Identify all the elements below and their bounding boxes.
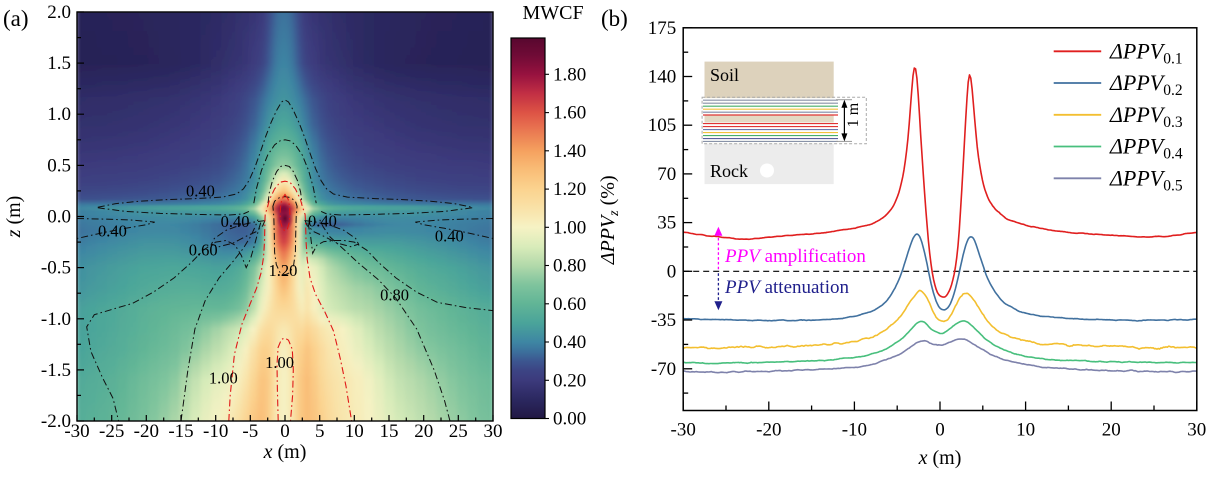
svg-text:0.00: 0.00 — [553, 409, 586, 430]
svg-text:1 m: 1 m — [845, 102, 862, 127]
svg-text:-70: -70 — [651, 359, 676, 380]
svg-text:175: 175 — [648, 18, 677, 39]
svg-text:0.60: 0.60 — [189, 241, 218, 260]
svg-text:0.40: 0.40 — [186, 181, 215, 200]
svg-text:0: 0 — [667, 261, 677, 282]
svg-text:Soil: Soil — [710, 65, 739, 85]
svg-text:30: 30 — [1187, 420, 1206, 441]
svg-text:z (m): z (m) — [3, 196, 25, 239]
svg-text:MWCF: MWCF — [522, 2, 583, 24]
svg-text:1.00: 1.00 — [209, 369, 238, 388]
svg-text:1.00: 1.00 — [265, 353, 294, 372]
svg-text:10: 10 — [345, 421, 364, 442]
svg-text:x (m): x (m) — [263, 441, 307, 463]
svg-text:-15: -15 — [168, 421, 193, 442]
svg-text:-0.5: -0.5 — [41, 258, 71, 279]
svg-text:-2.0: -2.0 — [41, 411, 71, 432]
svg-text:25: 25 — [449, 421, 468, 442]
svg-text:15: 15 — [380, 421, 399, 442]
svg-text:1.20: 1.20 — [268, 261, 297, 280]
svg-text:5: 5 — [315, 421, 325, 442]
svg-text:140: 140 — [648, 67, 677, 88]
svg-text:2.0: 2.0 — [47, 2, 71, 23]
svg-text:-30: -30 — [64, 421, 89, 442]
svg-text:-1.0: -1.0 — [41, 309, 71, 330]
svg-text:PPV amplification: PPV amplification — [724, 246, 866, 267]
svg-text:1.0: 1.0 — [47, 104, 71, 125]
svg-text:0.60: 0.60 — [553, 294, 586, 315]
svg-text:0.40: 0.40 — [308, 212, 337, 231]
svg-text:-25: -25 — [99, 421, 124, 442]
svg-text:-35: -35 — [651, 310, 676, 331]
svg-text:-1.5: -1.5 — [41, 360, 71, 381]
svg-text:105: 105 — [648, 115, 677, 136]
svg-text:0.40: 0.40 — [553, 332, 586, 353]
svg-text:0.40: 0.40 — [221, 212, 250, 231]
svg-text:-20: -20 — [134, 421, 159, 442]
svg-text:PPV attenuation: PPV attenuation — [724, 277, 849, 298]
svg-text:-10: -10 — [203, 421, 228, 442]
svg-text:35: 35 — [657, 213, 676, 234]
svg-text:0.40: 0.40 — [98, 221, 127, 240]
svg-text:Rock: Rock — [710, 161, 748, 181]
svg-text:0.0: 0.0 — [47, 207, 71, 228]
svg-text:-30: -30 — [671, 420, 696, 441]
svg-text:-5: -5 — [242, 421, 258, 442]
svg-text:1.40: 1.40 — [553, 141, 586, 162]
svg-text:ΔPPVz (%): ΔPPVz (%) — [597, 175, 622, 265]
svg-text:1.20: 1.20 — [553, 179, 586, 200]
svg-text:0: 0 — [935, 420, 945, 441]
svg-text:(a): (a) — [3, 6, 29, 31]
svg-text:x (m): x (m) — [918, 447, 962, 469]
svg-text:70: 70 — [657, 164, 676, 185]
svg-text:-20: -20 — [756, 420, 781, 441]
svg-text:30: 30 — [484, 421, 503, 442]
svg-text:1.80: 1.80 — [553, 64, 586, 85]
svg-text:10: 10 — [1016, 420, 1035, 441]
svg-text:-10: -10 — [842, 420, 867, 441]
svg-text:20: 20 — [1102, 420, 1121, 441]
svg-text:0.80: 0.80 — [380, 286, 409, 305]
svg-text:20: 20 — [414, 421, 433, 442]
svg-text:0: 0 — [280, 421, 290, 442]
svg-text:0.5: 0.5 — [47, 155, 71, 176]
svg-text:(b): (b) — [601, 6, 628, 31]
svg-text:1.00: 1.00 — [553, 217, 586, 238]
svg-text:0.20: 0.20 — [553, 370, 586, 391]
svg-text:0.40: 0.40 — [435, 226, 464, 245]
svg-text:0.80: 0.80 — [553, 256, 586, 277]
svg-text:1.60: 1.60 — [553, 103, 586, 124]
svg-text:1.5: 1.5 — [47, 53, 71, 74]
